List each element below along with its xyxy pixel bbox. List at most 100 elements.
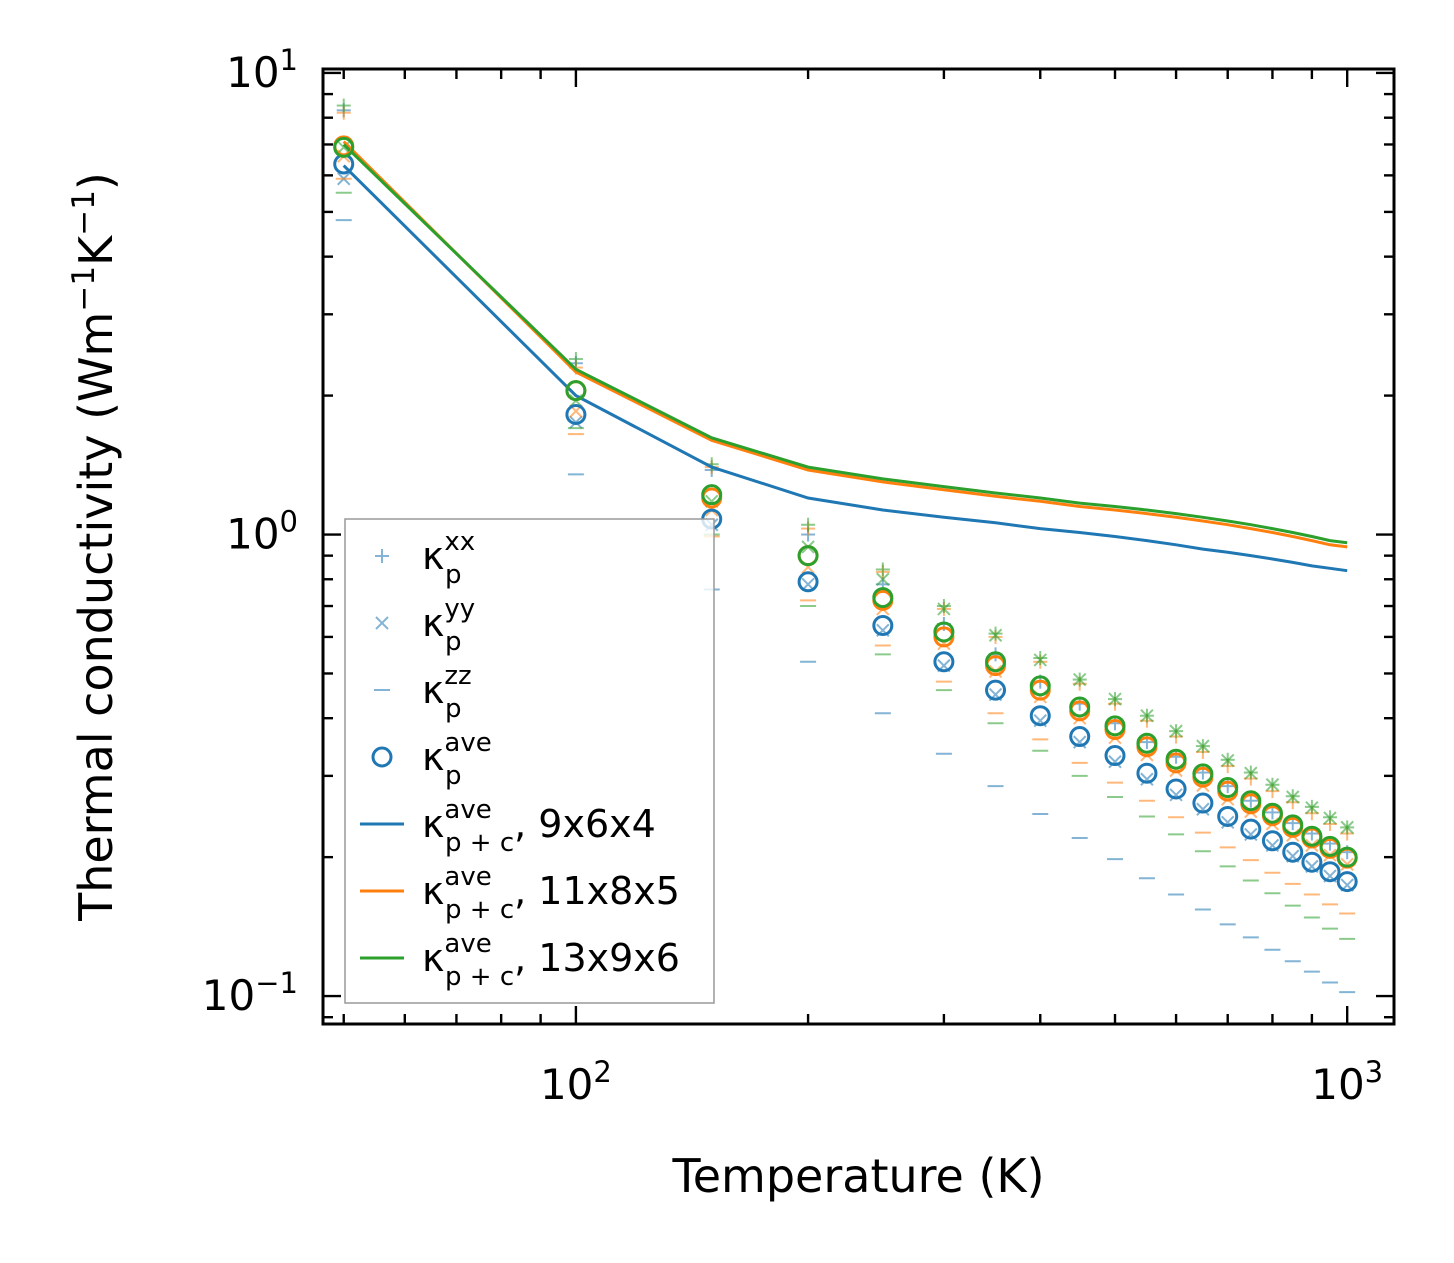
kave-point (933, 651, 955, 673)
kyy-point-b (876, 572, 890, 586)
kyy-point-b (988, 628, 1003, 642)
kave-point (1301, 825, 1323, 847)
legend-suffix: , 13x9x6 (514, 936, 680, 980)
kyy-point (1140, 709, 1154, 723)
legend-circle-marker (371, 746, 393, 768)
kyy-point (1033, 653, 1047, 667)
legend-item: κyy p (375, 594, 475, 657)
kave-point (701, 484, 723, 506)
kyy-point-b (1140, 709, 1154, 723)
kyy-point-b (1286, 790, 1300, 804)
kave-point (1104, 745, 1126, 767)
kyy-point (1265, 778, 1280, 792)
kyy-point (1221, 815, 1235, 829)
legend-superscript: xx (444, 527, 475, 557)
kxx-point (936, 599, 951, 614)
legend-subscript: p + c (445, 895, 514, 925)
label-layer: 1 0 2 103 10−1 100 101 Temperature (K) Thermal c… (66, 43, 1383, 1203)
kyy-point (1340, 820, 1354, 835)
legend-plus-marker (375, 549, 389, 563)
y-tick-label: 10−1 (202, 966, 298, 1020)
legend-symbol: κ (422, 735, 444, 779)
kave-point (1029, 675, 1051, 697)
legend-symbol: κ (422, 534, 444, 578)
y-axis-label-unit: K (69, 234, 123, 266)
x-axis-label: Temperature (K) (671, 1149, 1044, 1203)
legend-label: κave p + c, 13x9x6 (422, 929, 680, 992)
legend-subscript: p + c (445, 962, 514, 992)
kave-point (1319, 861, 1341, 883)
y-axis-label-exponent: −1 (66, 190, 102, 236)
y-tick-label-exponent: 1 (280, 43, 298, 77)
kave-point (1165, 778, 1187, 800)
kave-point (872, 615, 894, 637)
legend-label: κxx p (422, 527, 475, 590)
kyy-point-b (1221, 815, 1235, 829)
kyy-point (1073, 672, 1087, 687)
y-axis-label-main: Thermal conductivity (Wm (69, 312, 123, 922)
legend-superscript: yy (444, 594, 475, 624)
y-tick-label-exponent: 0 (280, 505, 298, 539)
kyy-point-b (1340, 857, 1354, 871)
x-tick-label-exponent: 2 (593, 1055, 611, 1089)
legend-label: κyy p (422, 594, 475, 657)
legend-cross-marker-b (375, 616, 389, 630)
y-axis-label-exponent: −1 (66, 266, 102, 312)
kyy-point-b (1323, 811, 1337, 825)
kyy-point (1169, 788, 1183, 802)
y-axis-label: Thermal conductivity (Wm−1K−1) (66, 172, 123, 922)
kave-point (1301, 851, 1323, 873)
kyy-point-b (1108, 754, 1122, 769)
legend-suffix: , 11x8x5 (514, 869, 680, 913)
y-tick-label: 101 (226, 43, 298, 97)
kyy-point (1323, 811, 1337, 825)
kyy-point-b (1108, 692, 1122, 706)
kave-point (1336, 871, 1358, 893)
legend-symbol: κ (422, 869, 444, 913)
kxx-point (568, 352, 583, 367)
kxx-point (988, 626, 1003, 641)
legend-item: κave p (371, 728, 492, 791)
kave-point (1240, 790, 1262, 812)
kyy-point-b (1196, 802, 1210, 816)
plot-frame (321, 67, 1396, 1026)
legend-subscript: p + c (445, 828, 514, 858)
legend-superscript: ave (444, 862, 491, 892)
legend-subscript: p (445, 627, 462, 657)
kave-point (1136, 732, 1158, 754)
y-tick-label: 100 (226, 505, 298, 559)
legend-label: κave p (422, 728, 492, 791)
legend-symbol: κ (422, 936, 444, 980)
kyy-point-b (337, 140, 351, 155)
legend-label: κzz p (422, 661, 472, 724)
kyy-point (1244, 766, 1258, 780)
kave-series-13x9x6 (333, 136, 1358, 868)
kyy-point-b (1169, 788, 1183, 802)
y-tick-label-exponent: −1 (255, 966, 298, 1000)
kave-point (1192, 763, 1214, 785)
x-tick-label-exponent: 3 (1365, 1055, 1383, 1089)
kave-point (797, 545, 819, 567)
kpc-line (342, 164, 1348, 573)
legend-item: κzz p (374, 661, 472, 724)
kave-point (565, 380, 587, 402)
kave-point (1217, 805, 1239, 827)
y-axis-label-close: ) (69, 172, 123, 190)
kxx-point (336, 98, 351, 113)
legend-cross-marker (375, 616, 389, 630)
legend-subscript: p (445, 560, 462, 590)
x-tick-label: 103 (1311, 1055, 1383, 1109)
kyy-point (1140, 772, 1154, 786)
legend-item: κave p + c, 13x9x6 (360, 929, 680, 992)
kyy-point (937, 602, 951, 616)
legend-suffix: , 9x6x4 (514, 802, 656, 846)
legend-symbol: κ (422, 668, 444, 712)
kave-point (985, 651, 1007, 673)
kave-series-9x6x4 (333, 153, 1358, 893)
series-13x9x6 (335, 98, 1356, 940)
legend-superscript: ave (444, 795, 491, 825)
kyy-point-b (1305, 800, 1319, 815)
kyy-point (876, 572, 890, 586)
